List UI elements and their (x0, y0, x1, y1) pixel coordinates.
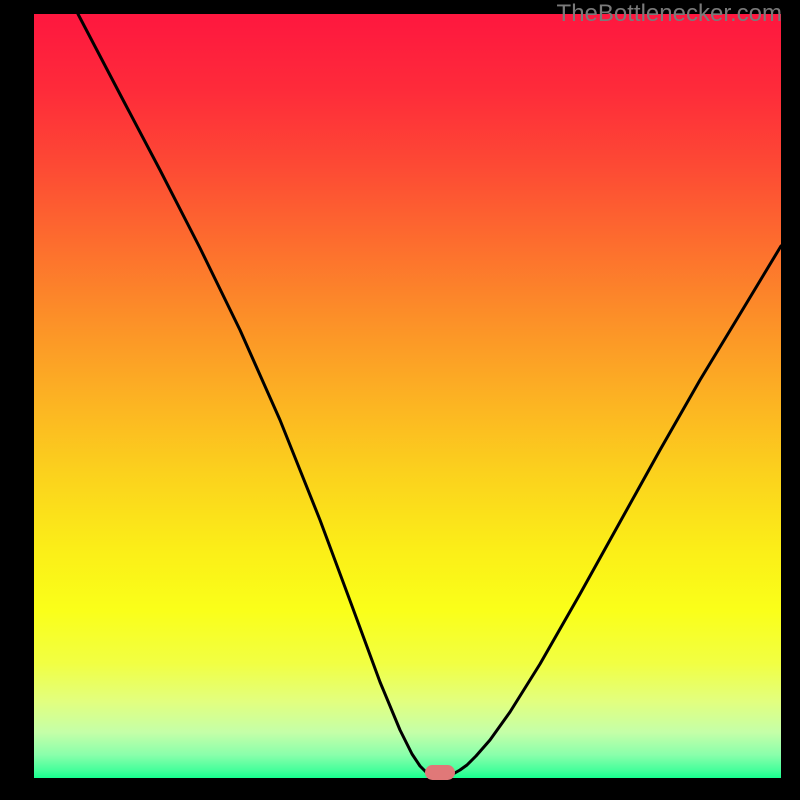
watermark-text: TheBottlenecker.com (557, 0, 782, 28)
curve-overlay (34, 14, 781, 778)
optimum-marker (425, 765, 455, 780)
plot-area (34, 14, 781, 778)
chart-container: TheBottlenecker.com (0, 0, 800, 800)
bottleneck-curve (78, 14, 781, 777)
